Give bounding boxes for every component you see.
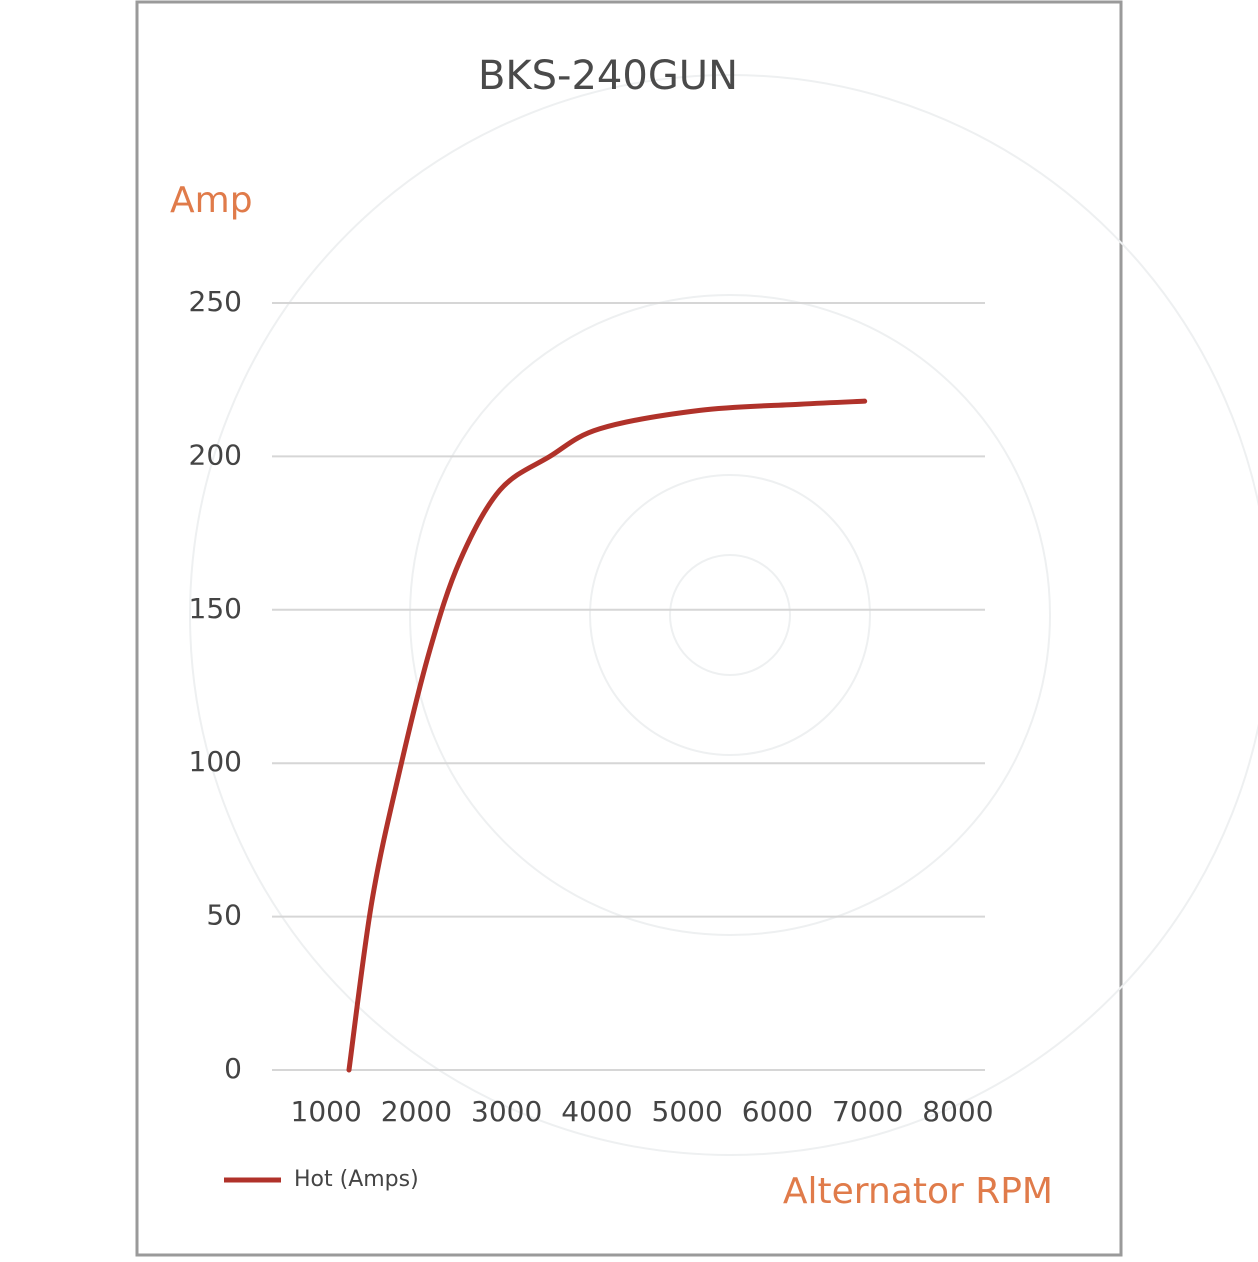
x-tick-label: 5000 bbox=[652, 1095, 723, 1128]
background-decoration bbox=[189, 74, 1258, 1156]
x-tick-label: 3000 bbox=[471, 1095, 542, 1128]
x-tick-label: 4000 bbox=[561, 1095, 632, 1128]
y-tick-label: 150 bbox=[189, 592, 242, 625]
x-tick-label: 8000 bbox=[922, 1095, 993, 1128]
y-axis-label: Amp bbox=[170, 180, 253, 221]
x-axis-label: Alternator RPM bbox=[783, 1171, 1053, 1212]
y-tick-label: 50 bbox=[206, 899, 242, 932]
x-tick-label: 1000 bbox=[291, 1095, 362, 1128]
legend-label: Hot (Amps) bbox=[294, 1167, 419, 1192]
line-series bbox=[346, 398, 868, 1073]
chart-title: BKS-240GUN bbox=[478, 53, 738, 99]
y-tick-label: 200 bbox=[189, 438, 242, 471]
y-tick-label: 100 bbox=[189, 745, 242, 778]
y-tick-label: 0 bbox=[224, 1052, 242, 1085]
x-tick-label: 7000 bbox=[832, 1095, 903, 1128]
y-tick-label: 250 bbox=[189, 285, 242, 318]
x-tick-label: 2000 bbox=[381, 1095, 452, 1128]
x-tick-label: 6000 bbox=[742, 1095, 813, 1128]
frame bbox=[135, 0, 1123, 1257]
